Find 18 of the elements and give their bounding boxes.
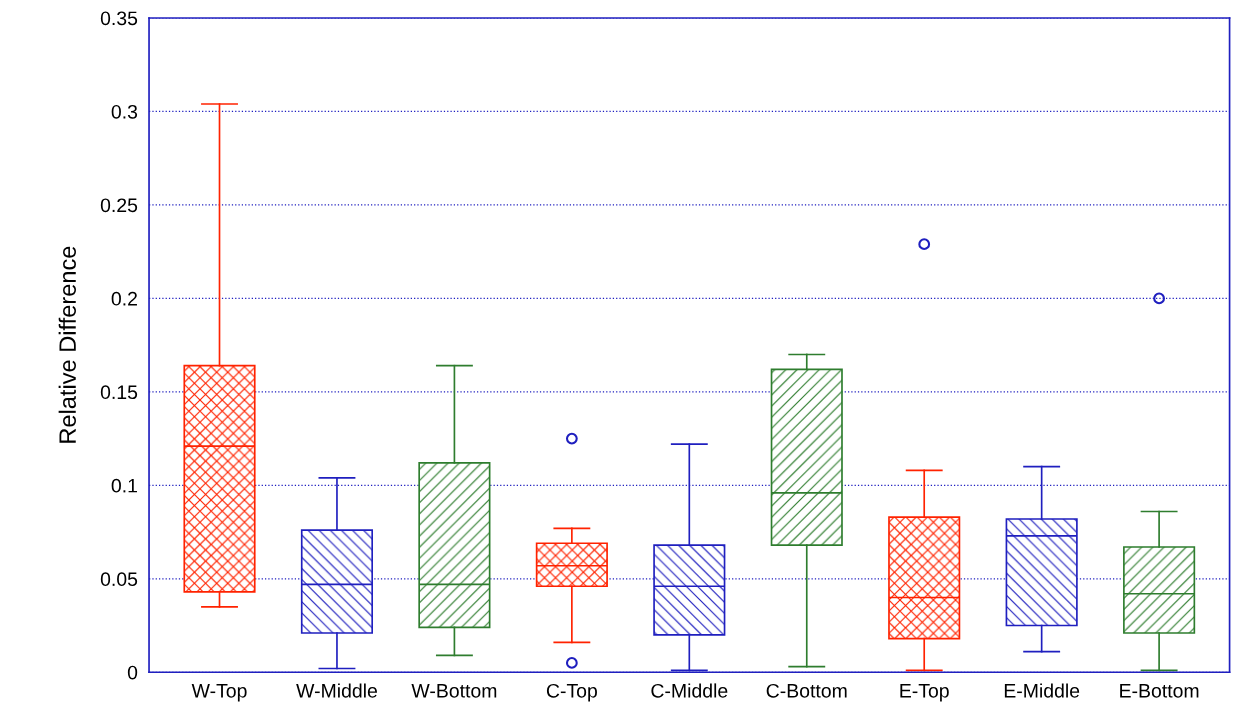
y-tick-label: 0.1 [111, 478, 137, 493]
y-tick-label: 0.35 [100, 11, 138, 26]
x-tick-label: E-Top [900, 684, 949, 702]
y-tick-label: 0.25 [100, 198, 138, 213]
y-tick-label: 0 [127, 665, 138, 680]
y-tick-label: 0.05 [100, 572, 138, 587]
x-tick-label: C-Middle [651, 683, 728, 698]
y-axis-title: Relative Difference [58, 246, 76, 443]
y-tick-label: 0.3 [111, 104, 138, 119]
y-tick-label: 0.15 [100, 385, 138, 400]
x-tick-label: W-Top [191, 684, 247, 702]
x-tick-label: W-Middle [296, 683, 377, 698]
x-tick-label: C-Bottom [766, 683, 847, 698]
x-tick-label: W-Bottom [411, 684, 497, 698]
y-tick-label: 0.2 [111, 291, 137, 306]
x-tick-label: E-Bottom [1120, 684, 1199, 698]
x-tick-label: C-Top [546, 683, 597, 702]
x-tick-label: E-Middle [1004, 683, 1080, 698]
